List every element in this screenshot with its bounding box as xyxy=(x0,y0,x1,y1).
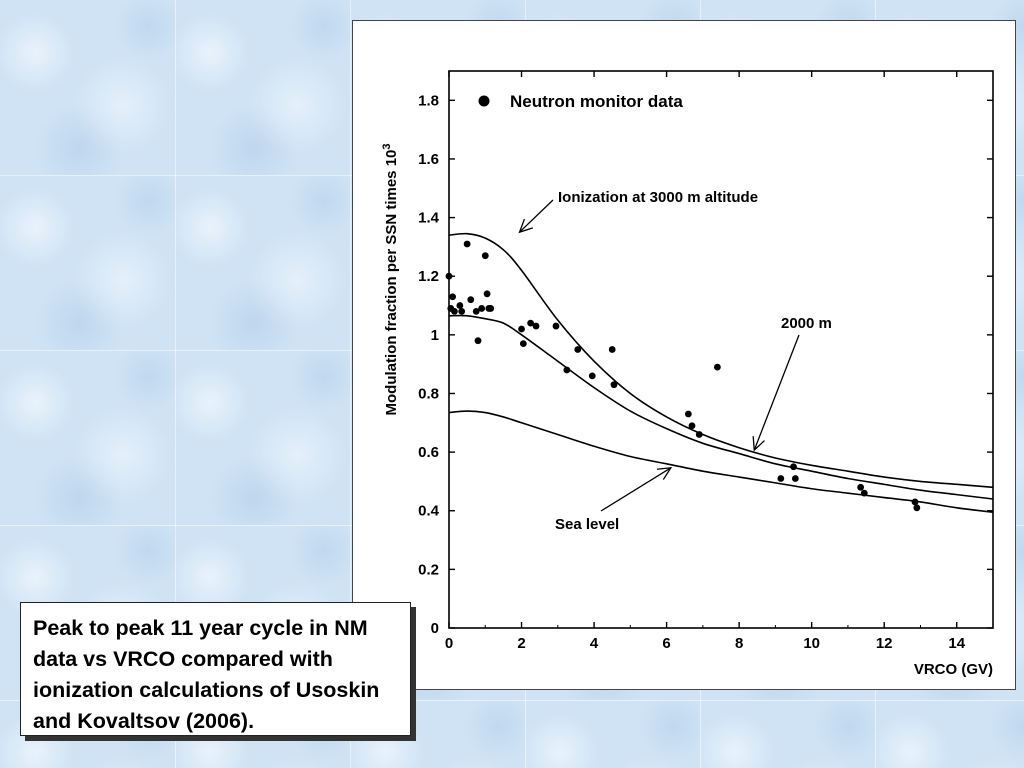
y-tick-label: 0.4 xyxy=(418,503,440,520)
data-point xyxy=(713,363,721,371)
data-point xyxy=(458,307,466,315)
data-point xyxy=(552,322,560,330)
y-tick-label: 0.8 xyxy=(418,385,439,402)
data-point xyxy=(518,325,525,333)
data-point xyxy=(456,302,464,309)
data-point xyxy=(519,340,527,348)
annotation-arrow-line xyxy=(519,199,554,233)
plot-frame xyxy=(448,70,994,629)
annotation-arrow-line xyxy=(753,334,800,451)
y-tick-label: 1 xyxy=(431,327,439,344)
annotation-arrow-head xyxy=(752,436,765,452)
axes: 0 2 4 6 8 10 12 14 0 0.2 0.4 0.6 0.8 1 1.2 1.4 1.6 1.8 VRC… xyxy=(381,70,994,678)
legend: Neutron monitor data xyxy=(478,92,683,111)
x-tick-label: 0 xyxy=(445,635,453,652)
y-tick-label: 0.6 xyxy=(418,444,439,461)
x-tick-label: 14 xyxy=(948,635,965,652)
data-point xyxy=(487,305,495,312)
curve-ionization-at-3000-m-altitude xyxy=(448,232,994,489)
caption-text: Peak to peak 11 year cycle in NM data vs… xyxy=(33,616,380,733)
data-point xyxy=(860,489,868,497)
data-point xyxy=(791,475,799,482)
data-point xyxy=(574,346,582,353)
data-point xyxy=(688,422,696,430)
annotation-arrow-line xyxy=(600,467,672,512)
annotation-label: Sea level xyxy=(555,516,619,533)
y-axis-title-superscript: 3 xyxy=(381,143,393,149)
background-tile-seam xyxy=(350,0,351,768)
legend-marker xyxy=(478,95,490,107)
x-tick-label: 4 xyxy=(590,635,599,652)
curve-sea-level xyxy=(448,410,994,513)
annotation-label: 2000 m xyxy=(781,315,832,332)
data-points xyxy=(445,240,921,512)
data-point xyxy=(588,372,596,380)
legend-entry: Neutron monitor data xyxy=(510,92,683,111)
y-tick-label: 1.2 xyxy=(418,268,439,285)
data-point xyxy=(463,240,471,248)
x-tick-label: 10 xyxy=(803,635,820,652)
data-point xyxy=(790,463,797,471)
data-point xyxy=(532,322,540,330)
data-point xyxy=(472,307,480,315)
modulation-chart: 0 2 4 6 8 10 12 14 0 0.2 0.4 0.6 0.8 1 1.2 1.4 1.6 1.8 VRC… xyxy=(381,70,994,678)
model-curves xyxy=(448,232,994,513)
data-point xyxy=(527,319,534,327)
background-tile-seam xyxy=(175,0,176,768)
data-point xyxy=(911,498,919,506)
x-tick-label: 2 xyxy=(517,635,525,652)
annotation-arrow-head xyxy=(656,466,673,480)
data-point xyxy=(610,381,618,389)
data-point xyxy=(481,252,489,260)
data-point xyxy=(478,305,486,312)
x-tick-label: 6 xyxy=(662,635,670,652)
y-tick-label: 0 xyxy=(431,620,439,637)
y-tick-label: 1.4 xyxy=(418,210,440,227)
data-point xyxy=(684,410,692,418)
x-axis-title: VRCO (GV) xyxy=(914,661,993,678)
data-point xyxy=(445,272,453,280)
data-point xyxy=(449,293,457,301)
data-point xyxy=(563,366,571,374)
y-tick-label: 0.2 xyxy=(418,561,439,578)
y-tick-label: 1.6 xyxy=(418,151,439,168)
annotation-label: Ionization at 3000 m altitude xyxy=(558,189,758,206)
background-tile-seam xyxy=(0,700,1024,701)
data-point xyxy=(483,290,491,298)
data-point xyxy=(913,504,921,512)
y-axis-title: Modulation fraction per SSN times 103 xyxy=(381,143,400,415)
caption-box: Peak to peak 11 year cycle in NM data vs… xyxy=(20,602,411,736)
y-tick-label: 1.8 xyxy=(418,92,439,109)
data-point xyxy=(695,431,703,438)
annotation-arrow-head xyxy=(518,218,534,234)
data-point xyxy=(857,483,865,491)
x-tick-label: 12 xyxy=(876,635,893,652)
data-point xyxy=(474,337,482,345)
y-axis-title-main: Modulation fraction per SSN times 10 xyxy=(383,150,400,416)
data-point xyxy=(608,346,616,353)
data-point xyxy=(467,296,475,304)
data-point xyxy=(777,475,785,482)
figure-panel: 0 2 4 6 8 10 12 14 0 0.2 0.4 0.6 0.8 1 1.2 1.4 1.6 1.8 VRC… xyxy=(352,20,1016,690)
data-point xyxy=(451,307,458,315)
curve-2000-m xyxy=(448,314,994,500)
annotations: Ionization at 3000 m altitude 2000 m Sea l… xyxy=(518,189,832,533)
x-tick-label: 8 xyxy=(735,635,743,652)
